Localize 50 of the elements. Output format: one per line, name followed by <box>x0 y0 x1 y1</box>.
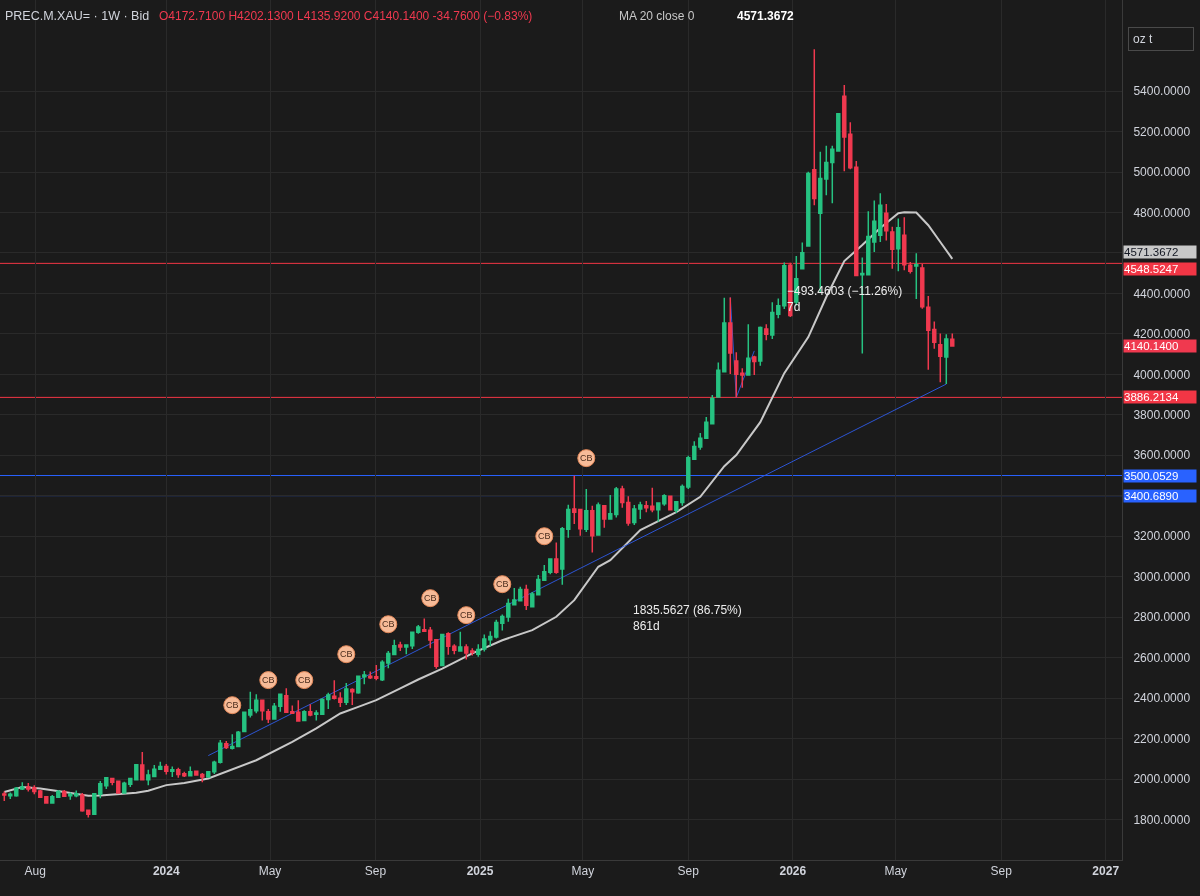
annotation: CB <box>496 579 509 589</box>
y-tick-label: 2000.0000 <box>1133 772 1191 787</box>
y-tick-label: 3200.0000 <box>1133 529 1191 544</box>
y-tick-label: 4200.0000 <box>1133 327 1191 342</box>
y-tick-label: 2400.0000 <box>1133 691 1191 706</box>
x-tick-label: Sep <box>677 864 700 879</box>
annotation: CB <box>460 610 473 620</box>
annotation: CB <box>226 700 239 710</box>
y-tick-label: 5200.0000 <box>1133 124 1191 139</box>
x-tick-label: Sep <box>990 864 1013 879</box>
y-tick-label: 2800.0000 <box>1133 610 1191 625</box>
annotation: CB <box>298 675 311 685</box>
ref-line-label: 3400.6890 <box>1124 490 1179 502</box>
x-tick-label: May <box>258 864 282 879</box>
y-tick-label: 3800.0000 <box>1133 408 1191 423</box>
x-tick-label: May <box>884 864 908 879</box>
text: 4140.1400 <box>1124 340 1179 352</box>
annotation: CB <box>382 619 395 629</box>
y-axis-title: oz t <box>1133 32 1154 46</box>
y-tick-label: 1800.0000 <box>1133 812 1191 827</box>
x-tick-label: May <box>571 864 595 879</box>
x-tick-label: 2025 <box>466 864 494 879</box>
y-tick-label: 4800.0000 <box>1133 205 1191 220</box>
text: MA 20 close 0 <box>619 9 695 23</box>
y-tick-label: 5400.0000 <box>1133 84 1191 99</box>
text: PREC.M.XAU= · 1W · Bid <box>5 9 150 24</box>
annotation: O4172.7100 H4202.1300 L4135.9200 C4140.1400 -34.7600 (−0.83%) <box>159 9 533 23</box>
x-tick-label: 2026 <box>779 864 807 879</box>
y-tick-label: 4000.0000 <box>1133 367 1191 382</box>
ref-line-label: 3500.0529 <box>1124 470 1179 482</box>
y-tick-label: 2600.0000 <box>1133 650 1191 665</box>
annotation: CB <box>262 675 275 685</box>
annotation: 1835.5627 (86.75%) 861d <box>633 603 742 633</box>
annotation: CB <box>538 531 551 541</box>
annotation: CB <box>580 453 593 463</box>
x-tick-label: 2027 <box>1092 864 1120 879</box>
x-tick-label: Aug <box>24 864 46 879</box>
y-tick-label: 3600.0000 <box>1133 448 1191 463</box>
y-tick-label: 5000.0000 <box>1133 165 1191 180</box>
annotation: CB <box>340 649 353 659</box>
y-tick-label: 2200.0000 <box>1133 731 1191 746</box>
annotation: 4571.3672 <box>737 9 795 23</box>
x-tick-label: 2024 <box>152 864 180 879</box>
y-tick-label: 4400.0000 <box>1133 286 1191 301</box>
ref-line-label: 4548.5247 <box>1124 263 1179 275</box>
ref-line-label: 3886.2134 <box>1124 391 1179 403</box>
x-tick-label: Sep <box>364 864 387 879</box>
annotation: CB <box>424 593 437 603</box>
y-tick-label: 3000.0000 <box>1133 569 1191 584</box>
text: 4571.3672 <box>1124 246 1179 258</box>
